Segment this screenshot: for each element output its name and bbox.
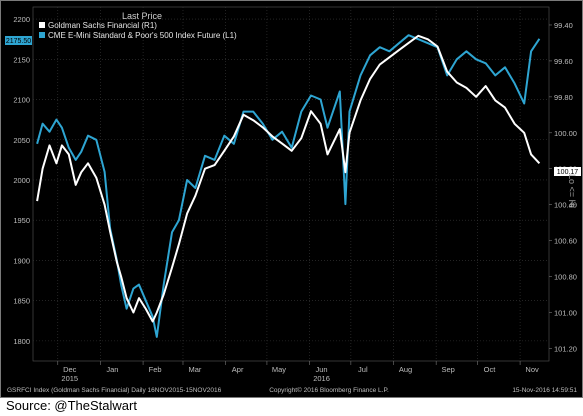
left-last-value: 2175.50: [6, 38, 31, 45]
left-tick-label: 2150: [13, 55, 30, 64]
x-tick-label: Jun: [316, 365, 328, 374]
left-tick-label: 1950: [13, 216, 30, 225]
x-tick-label: Aug: [399, 365, 412, 374]
right-tick-label: 100.00: [554, 129, 577, 138]
x-tick-year-label: 2015: [61, 374, 78, 383]
left-tick-label: 2050: [13, 136, 30, 145]
x-tick-label: Jul: [358, 365, 368, 374]
footer-timestamp: 15-Nov-2016 14:59:51: [512, 387, 577, 394]
right-axis-side-label: Lo <= Hi: [567, 174, 577, 208]
right-tick-label: 99.40: [554, 21, 573, 30]
right-tick-label: 100.40: [554, 201, 577, 210]
line-chart: Last Price Goldman Sachs Financial (R1) …: [5, 6, 581, 394]
legend-label-sp500: CME E-Mini Standard & Poor's 500 Index F…: [48, 31, 237, 40]
x-tick-label: May: [272, 365, 286, 374]
grid-lines: [32, 6, 550, 362]
left-tick-label: 1800: [13, 337, 30, 346]
left-tick-label: 2200: [13, 15, 30, 24]
source-credit: Source: @TheStalwart: [6, 398, 137, 413]
right-tick-label: 99.80: [554, 93, 573, 102]
x-tick-year-label: 2016: [313, 374, 330, 383]
series-line-goldman: [36, 34, 541, 323]
bloomberg-chart-panel: Last Price Goldman Sachs Financial (R1) …: [0, 0, 583, 398]
right-tick-label: 100.80: [554, 273, 577, 282]
series-lines: [36, 34, 541, 338]
x-tick-label: Mar: [189, 365, 202, 374]
left-tick-label: 2100: [13, 96, 30, 105]
x-tick-label: Nov: [525, 365, 539, 374]
footer-copyright: Copyright© 2016 Bloomberg Finance L.P.: [269, 386, 389, 394]
footer-index-info: GSRFCI Index (Goldman Sachs Financial) D…: [7, 387, 222, 394]
right-tick-label: 101.20: [554, 344, 577, 353]
right-last-value-flag: [554, 167, 581, 176]
series-line-sp500: [36, 34, 541, 338]
plot-frame: [32, 6, 550, 362]
left-tick-label: 1900: [13, 256, 30, 265]
legend-swatch-sp500: [39, 32, 45, 38]
x-tick-label: Feb: [149, 365, 162, 374]
right-tick-label: 99.60: [554, 57, 573, 66]
left-tick-label: 1850: [13, 297, 30, 306]
legend-label-goldman: Goldman Sachs Financial (R1): [48, 21, 157, 30]
right-last-value: 100.17: [557, 169, 579, 176]
chart-title: Last Price: [122, 11, 162, 21]
right-tick-label: 100.60: [554, 237, 577, 246]
x-tick-label: Sep: [441, 365, 454, 374]
x-tick-label: Dec: [63, 365, 77, 374]
legend-swatch-goldman: [39, 22, 45, 28]
x-tick-label: Oct: [484, 365, 497, 374]
left-tick-label: 2000: [13, 176, 30, 185]
right-tick-label: 101.00: [554, 308, 577, 317]
x-tick-label: Jan: [106, 365, 118, 374]
x-tick-label: Apr: [232, 365, 244, 374]
left-y-axis: 1800 1850 1900 1950 2000 2050 2100 2150 2200: [13, 15, 30, 346]
left-last-value-flag: [5, 36, 32, 45]
